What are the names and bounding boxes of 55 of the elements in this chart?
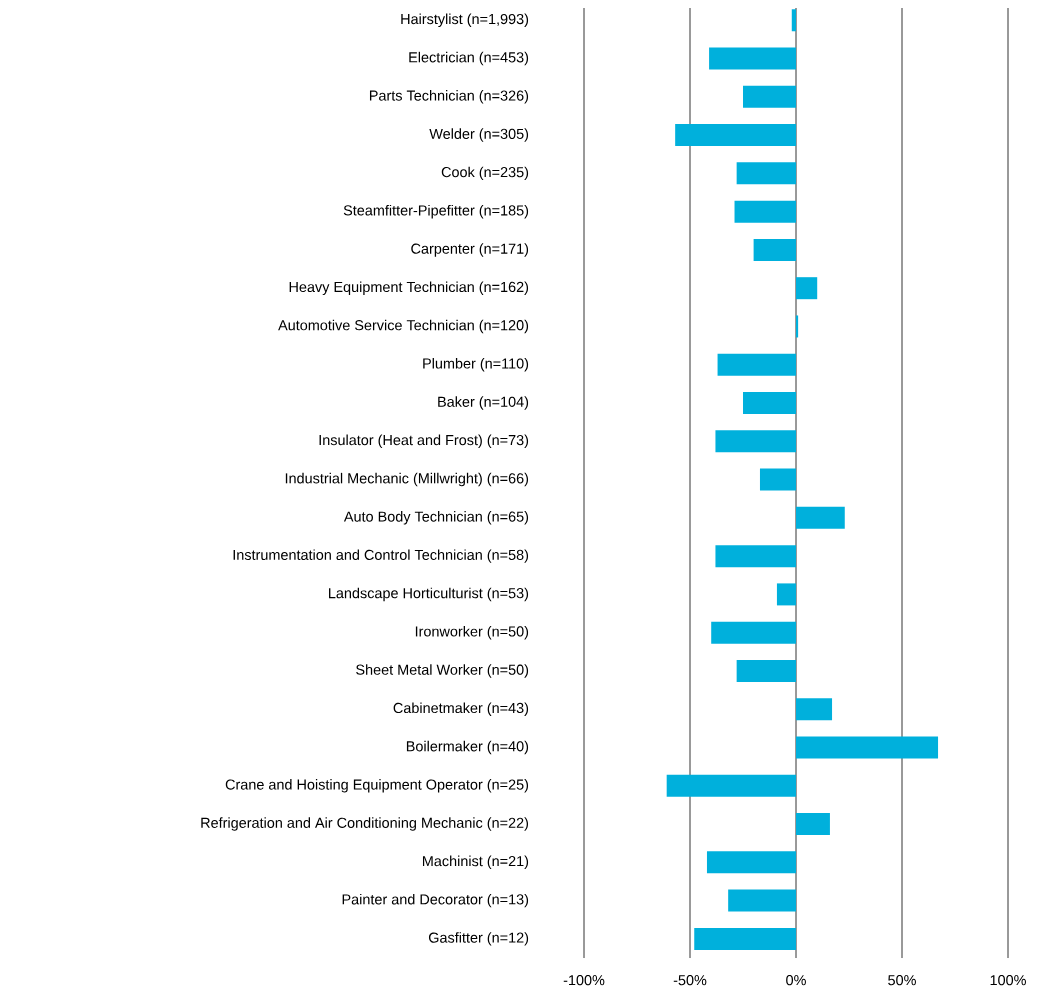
- bar: [776, 583, 796, 606]
- y-tick-label: Sheet Metal Worker (n=50): [356, 664, 529, 678]
- bar: [796, 736, 939, 759]
- y-tick-label: Cabinetmaker (n=43): [393, 702, 529, 716]
- bar: [796, 315, 799, 338]
- bar: [753, 238, 796, 261]
- bar: [796, 277, 818, 300]
- y-tick-label: Parts Technician (n=326): [369, 90, 529, 104]
- y-tick-label: Automotive Service Technician (n=120): [278, 319, 529, 334]
- bar: [736, 659, 796, 682]
- bar: [706, 851, 796, 874]
- bar: [728, 889, 796, 912]
- bar: [759, 468, 796, 491]
- bar: [796, 813, 830, 836]
- bar: [796, 698, 833, 721]
- bar: [715, 430, 796, 453]
- y-tick-label: Welder (n=305): [429, 128, 529, 142]
- x-tick-label: -100%: [563, 975, 605, 986]
- x-tick-label: 50%: [888, 975, 916, 986]
- x-tick-label: 100%: [990, 975, 1026, 986]
- bar: [694, 927, 796, 950]
- bar: [734, 200, 796, 223]
- y-tick-label: Plumber (n=110): [423, 358, 529, 372]
- bar: [736, 162, 796, 185]
- y-tick-label: Steamfitter-Pipefitter (n=185): [343, 204, 529, 219]
- y-tick-label: Carpenter (n=171): [411, 243, 529, 257]
- bar: [666, 774, 796, 797]
- y-tick-label: Ironworker (n=50): [415, 625, 529, 640]
- y-tick-label: Gasfitter (n=12): [428, 932, 529, 946]
- bar: [743, 392, 796, 415]
- x-tick-label: 0%: [786, 975, 806, 986]
- bar: [743, 85, 796, 108]
- bar: [715, 545, 796, 568]
- y-tick-label: Insulator (Heat and Frost) (n=73): [319, 434, 529, 449]
- y-tick-label: Machinist (n=21): [422, 855, 529, 870]
- bar: [709, 47, 796, 70]
- y-tick-label: Cook (n=235): [441, 166, 529, 181]
- bar: [675, 124, 796, 147]
- y-tick-label: Heavy Equipment Technician (n=162): [289, 281, 529, 295]
- bar: [791, 9, 796, 32]
- y-tick-label: Auto Body Technician (n=65): [343, 511, 529, 525]
- y-tick-label: Landscape Horticulturist (n=53): [329, 587, 529, 602]
- y-tick-label: Refrigeration and Air Conditioning Mechanic (n=22): [201, 817, 529, 831]
- y-tick-label: Painter and Decorator (n=13): [342, 893, 529, 908]
- x-tick-label: -50%: [673, 975, 707, 986]
- y-tick-label: Hairstylist (n=1,993): [401, 13, 529, 27]
- bar: [717, 353, 796, 376]
- y-tick-label: Electrician (n=453): [409, 51, 529, 66]
- y-tick-label: Boilermaker (n=40): [406, 740, 529, 755]
- bar: [711, 621, 796, 644]
- y-tick-label: Instrumentation and Control Technician (n=58): [233, 549, 529, 563]
- y-tick-label: Crane and Hoisting Equipment Operator (n=25): [225, 779, 529, 793]
- y-tick-label: Baker (n=104): [438, 396, 529, 410]
- y-tick-label: Industrial Mechanic (Millwright) (n=66): [285, 472, 529, 487]
- bar: [796, 506, 845, 529]
